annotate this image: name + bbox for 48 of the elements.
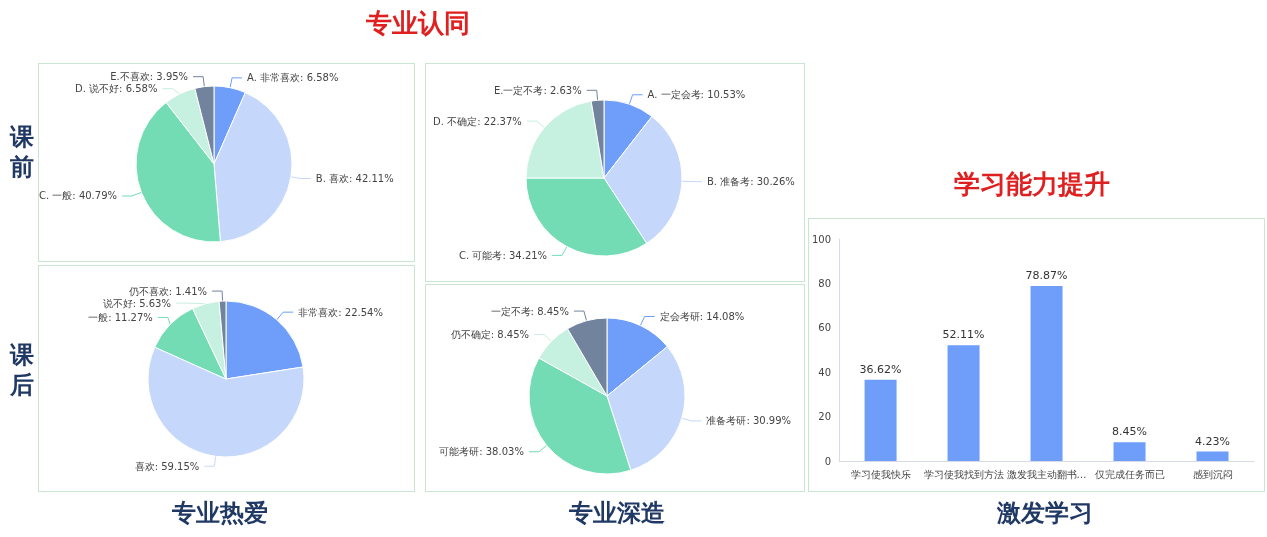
- data-label: 36.62%: [859, 362, 902, 376]
- x-tick-label: 感到沉闷: [1192, 468, 1233, 480]
- slice-label: 准备考研: 30.99%: [706, 415, 792, 427]
- x-tick-label: 仅完成任务而已: [1094, 468, 1165, 480]
- slice-label: 定会考研: 14.08%: [659, 310, 745, 322]
- bar: [864, 379, 897, 461]
- slice-label: 一般: 11.27%: [88, 311, 153, 323]
- text: 专业认同: [366, 7, 470, 40]
- slice-label: 一定不考: 8.45%: [490, 305, 569, 317]
- text: 专业热爱: [172, 498, 268, 529]
- slice-label: B. 准备考: 30.26%: [706, 176, 795, 188]
- slice-label: C. 可能考: 34.21%: [459, 249, 548, 261]
- bar: [1030, 285, 1063, 461]
- slice-label: 仍不喜欢: 1.41%: [127, 285, 208, 297]
- slice-label: A. 一定会考: 10.53%: [647, 89, 746, 101]
- text: 课前: [10, 122, 34, 182]
- y-tick-label: 60: [818, 322, 832, 334]
- text: 课后: [10, 340, 34, 400]
- slice-label: D. 说不好: 6.58%: [75, 83, 158, 95]
- slice-label: A. 非常喜欢: 6.58%: [247, 72, 339, 84]
- y-tick-label: 80: [818, 277, 832, 289]
- slice-label: 非常喜欢: 22.54%: [298, 306, 383, 318]
- data-label: 4.23%: [1195, 434, 1230, 448]
- slice-label: 仍不确定: 8.45%: [449, 328, 530, 340]
- slice-label: 说不好: 5.63%: [102, 297, 171, 309]
- slice-label: C. 一般: 40.79%: [38, 190, 118, 202]
- slice-label: D. 不确定: 22.37%: [433, 115, 522, 127]
- x-tick-label: 激发我主动翻书…: [1006, 468, 1087, 480]
- text: 专业深造: [569, 498, 665, 529]
- slice-label: B. 喜欢: 42.11%: [315, 172, 394, 184]
- y-tick-label: 0: [824, 455, 832, 467]
- x-tick-label: 学习使我找到方法: [923, 468, 1004, 480]
- slice-label: E.不喜欢: 3.95%: [110, 71, 189, 83]
- y-tick-label: 20: [818, 411, 832, 423]
- x-tick-label: 学习使我快乐: [850, 468, 911, 480]
- slice-label: 喜欢: 59.15%: [134, 460, 200, 472]
- bar: [947, 345, 980, 461]
- y-tick-label: 100: [811, 233, 832, 245]
- y-tick-label: 40: [818, 366, 832, 378]
- chart-title: 学习能力提升: [954, 168, 1110, 201]
- data-label: 52.11%: [942, 328, 985, 342]
- bar: [1196, 451, 1229, 461]
- slice-label: 可能考研: 38.03%: [439, 446, 524, 458]
- slice-label: E.一定不考: 2.63%: [493, 84, 582, 96]
- bar: [1113, 442, 1146, 461]
- x-axis-title: 激发学习: [997, 498, 1093, 529]
- data-label: 78.87%: [1025, 268, 1068, 282]
- data-label: 8.45%: [1112, 425, 1147, 439]
